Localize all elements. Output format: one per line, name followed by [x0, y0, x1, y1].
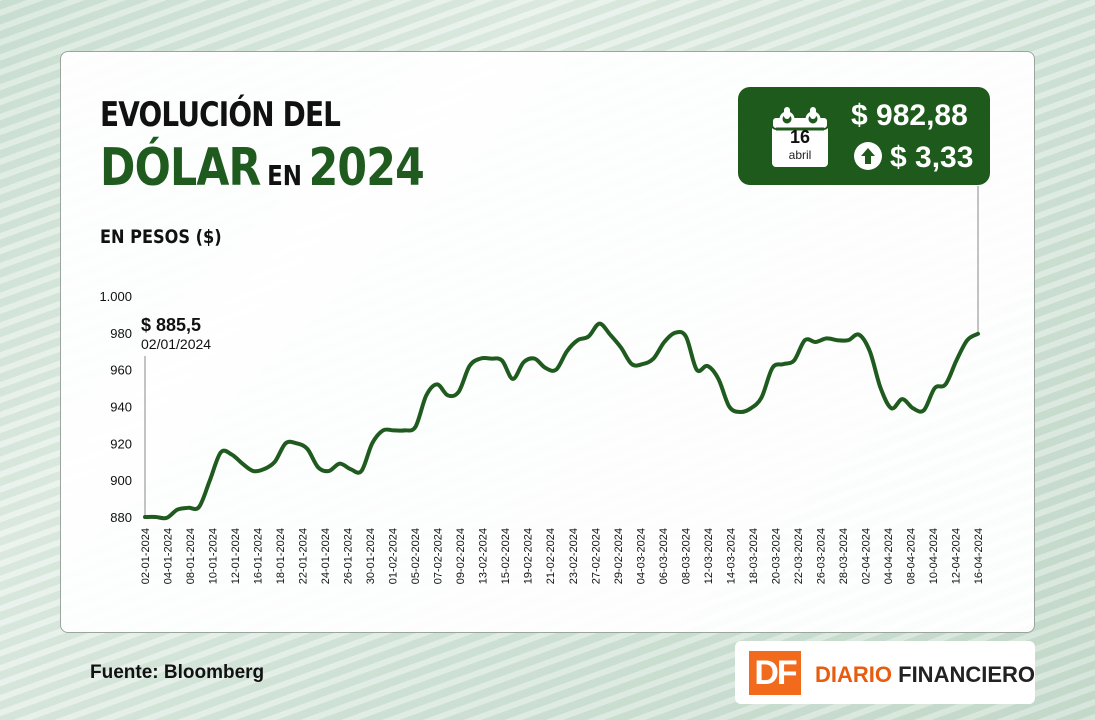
- y-axis-unit-label: EN PESOS ($): [100, 226, 222, 248]
- chart-title-line1: EVOLUCIÓN DEL: [100, 95, 341, 135]
- price-change-value: $ 3,33: [890, 141, 974, 174]
- x-tick-label: 23-02-2024: [568, 528, 580, 584]
- source-label: Fuente: Bloomberg: [90, 662, 265, 683]
- y-tick-label: 900: [110, 473, 132, 488]
- logo-initials: DF: [749, 651, 801, 695]
- x-tick-label: 10-01-2024: [208, 528, 220, 584]
- x-tick-label: 10-04-2024: [928, 528, 940, 584]
- x-tick-label: 15-02-2024: [500, 528, 512, 584]
- x-tick-label: 12-04-2024: [950, 528, 962, 584]
- x-tick-label: 18-03-2024: [748, 528, 760, 584]
- price-change-row: $ 3,33: [854, 141, 973, 175]
- x-tick-label: 14-03-2024: [725, 528, 737, 584]
- arrow-up-icon: [854, 142, 882, 171]
- x-tick-label: 26-01-2024: [343, 528, 355, 584]
- start-date-label: 02/01/2024: [141, 336, 211, 352]
- x-tick-label: 30-01-2024: [365, 528, 377, 584]
- y-tick-label: 920: [110, 436, 132, 451]
- x-tick-label: 20-03-2024: [770, 528, 782, 584]
- x-tick-label: 22-03-2024: [793, 528, 805, 584]
- y-tick-label: 980: [110, 326, 132, 341]
- x-tick-label: 12-03-2024: [703, 528, 715, 584]
- x-tick-label: 12-01-2024: [230, 528, 242, 584]
- x-axis: 02-01-2024 04-01-2024 08-01-2024 10-01-2024…: [140, 528, 985, 584]
- y-tick-label: 960: [110, 363, 132, 378]
- x-tick-label: 08-01-2024: [185, 528, 197, 584]
- title-year: 2024: [308, 138, 425, 198]
- title-word-dolar: DÓLAR: [100, 138, 261, 198]
- x-tick-label: 07-02-2024: [433, 528, 445, 584]
- x-tick-label: 09-02-2024: [455, 528, 467, 584]
- x-tick-label: 16-01-2024: [253, 528, 265, 584]
- latest-price-badge: 16 abril $ 982,88 $ 3,33: [738, 87, 990, 185]
- x-tick-label: 21-02-2024: [545, 528, 557, 584]
- diario-financiero-logo: DF DIARIO FINANCIERO: [735, 641, 1035, 704]
- x-tick-label: 05-02-2024: [410, 528, 422, 584]
- x-tick-label: 16-04-2024: [973, 528, 985, 584]
- x-tick-label: 27-02-2024: [590, 528, 602, 584]
- x-tick-label: 04-01-2024: [163, 528, 175, 584]
- x-tick-label: 06-03-2024: [658, 528, 670, 584]
- x-tick-label: 28-03-2024: [838, 528, 850, 584]
- x-tick-label: 13-02-2024: [478, 528, 490, 584]
- x-tick-label: 02-04-2024: [860, 528, 872, 584]
- logo-name-part1: DIARIO: [815, 662, 892, 687]
- x-tick-label: 22-01-2024: [298, 528, 310, 584]
- calendar-icon: 16 abril: [770, 107, 830, 169]
- x-tick-label: 18-01-2024: [275, 528, 287, 584]
- y-tick-label: 880: [110, 510, 132, 525]
- logo-name: DIARIO FINANCIERO: [815, 662, 1035, 688]
- start-value-label: $ 885,5: [141, 315, 201, 335]
- x-tick-label: 01-02-2024: [388, 528, 400, 584]
- x-tick-label: 08-04-2024: [905, 528, 917, 584]
- y-tick-label: 940: [110, 400, 132, 415]
- chart-title-line2: DÓLAR EN 2024: [100, 138, 425, 198]
- x-tick-label: 02-01-2024: [140, 528, 152, 584]
- series-line-dolar: [143, 321, 980, 521]
- y-axis: 880 900 920 940 960 980 1.000: [99, 289, 132, 525]
- calendar-month: abril: [788, 148, 812, 162]
- x-tick-label: 29-02-2024: [613, 528, 625, 584]
- x-tick-label: 04-04-2024: [883, 528, 895, 584]
- y-tick-label: 1.000: [99, 289, 132, 304]
- latest-price: $ 982,88: [851, 99, 968, 132]
- calendar-day: 16: [789, 127, 811, 147]
- title-word-en: EN: [267, 159, 303, 192]
- x-tick-label: 26-03-2024: [815, 528, 827, 584]
- x-tick-label: 19-02-2024: [523, 528, 535, 584]
- x-tick-label: 24-01-2024: [320, 528, 332, 584]
- logo-name-part2: FINANCIERO: [898, 662, 1036, 687]
- x-tick-label: 08-03-2024: [680, 528, 692, 584]
- x-tick-label: 04-03-2024: [635, 528, 647, 584]
